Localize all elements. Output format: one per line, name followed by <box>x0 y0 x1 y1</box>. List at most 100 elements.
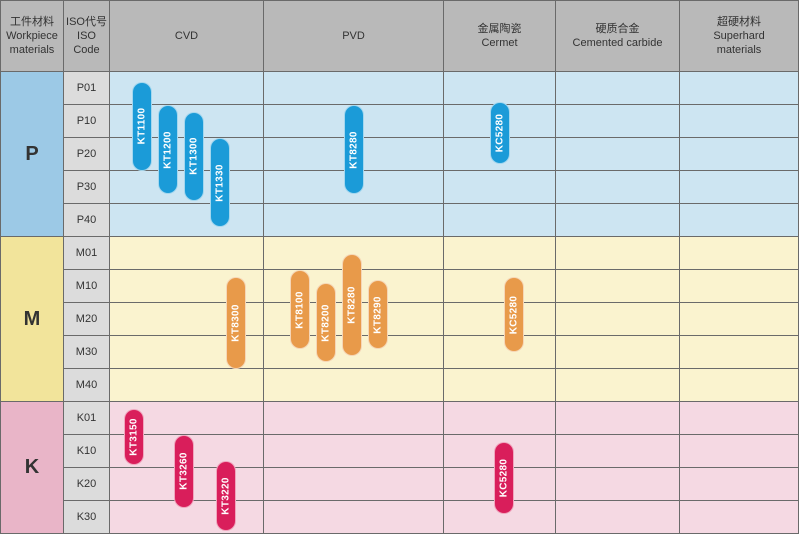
cell-P40-pvd <box>264 204 444 237</box>
grade-pill-KT8300: KT8300 <box>226 277 246 369</box>
iso-code-K20: K20 <box>64 468 110 501</box>
iso-code-M01: M01 <box>64 237 110 270</box>
header-pvd: PVD <box>264 0 444 72</box>
cell-M01-superhard <box>680 237 799 270</box>
grade-pill-KT3220: KT3220 <box>216 461 236 530</box>
grade-label: KT1330 <box>215 164 226 201</box>
header-cvd: CVD <box>110 0 264 72</box>
cell-K20-pvd <box>264 468 444 501</box>
cell-K30-superhard <box>680 501 799 534</box>
cell-M40-superhard <box>680 369 799 402</box>
cell-K01-superhard <box>680 402 799 435</box>
grade-pill-KT8280: KT8280 <box>342 254 362 356</box>
cell-K20-superhard <box>680 468 799 501</box>
grade-label: KT1300 <box>189 137 200 174</box>
cell-M20-superhard <box>680 303 799 336</box>
cell-K10-cemented <box>556 435 680 468</box>
cell-P40-cermet <box>444 204 556 237</box>
cell-M10-cemented <box>556 270 680 303</box>
cell-P20-cemented <box>556 138 680 171</box>
grade-label: KT8300 <box>231 304 242 341</box>
iso-code-P01: P01 <box>64 72 110 105</box>
header-cemented: 硬质合金Cemented carbide <box>556 0 680 72</box>
group-K: K <box>0 402 64 534</box>
grade-label: KT3220 <box>221 477 232 514</box>
cell-P01-cemented <box>556 72 680 105</box>
iso-code-M20: M20 <box>64 303 110 336</box>
grade-label: KT8290 <box>373 296 384 333</box>
cell-K01-pvd <box>264 402 444 435</box>
cell-K01-cermet <box>444 402 556 435</box>
group-P: P <box>0 72 64 237</box>
grade-pill-KT1100: KT1100 <box>132 82 152 171</box>
cell-M30-cemented <box>556 336 680 369</box>
cell-K10-pvd <box>264 435 444 468</box>
header-wp: 工件材料Workpiecematerials <box>0 0 64 72</box>
cell-P10-superhard <box>680 105 799 138</box>
grade-label: KT1100 <box>137 108 148 145</box>
cell-P30-cemented <box>556 171 680 204</box>
grade-label: KC5280 <box>495 114 506 153</box>
cell-P40-cemented <box>556 204 680 237</box>
iso-code-M10: M10 <box>64 270 110 303</box>
header-cermet: 金属陶瓷Cermet <box>444 0 556 72</box>
iso-code-K01: K01 <box>64 402 110 435</box>
cell-K01-cemented <box>556 402 680 435</box>
iso-code-K10: K10 <box>64 435 110 468</box>
cell-M40-cermet <box>444 369 556 402</box>
grade-label: KC5280 <box>509 295 520 334</box>
cell-P30-superhard <box>680 171 799 204</box>
cell-K30-pvd <box>264 501 444 534</box>
cell-M10-cermet <box>444 270 556 303</box>
cell-M40-cemented <box>556 369 680 402</box>
grade-pill-KT3150: KT3150 <box>124 409 144 465</box>
header-iso: ISO代号ISOCode <box>64 0 110 72</box>
grade-label: KT8280 <box>349 131 360 168</box>
grade-pill-KT1300: KT1300 <box>184 112 204 201</box>
grade-label: KC5280 <box>499 459 510 498</box>
cell-M01-cvd <box>110 237 264 270</box>
grade-label: KT8200 <box>321 304 332 341</box>
cell-M20-cermet <box>444 303 556 336</box>
iso-code-P20: P20 <box>64 138 110 171</box>
iso-code-M40: M40 <box>64 369 110 402</box>
group-M: M <box>0 237 64 402</box>
grade-label: KT3150 <box>129 418 140 455</box>
grade-pill-KC5280: KC5280 <box>494 442 514 515</box>
iso-code-K30: K30 <box>64 501 110 534</box>
cell-K10-superhard <box>680 435 799 468</box>
grade-application-chart: 工件材料WorkpiecematerialsISO代号ISOCodeCVDPVD… <box>0 0 800 560</box>
grade-pill-KC5280: KC5280 <box>490 102 510 165</box>
iso-code-M30: M30 <box>64 336 110 369</box>
cell-P01-superhard <box>680 72 799 105</box>
cell-M30-superhard <box>680 336 799 369</box>
cell-K30-cemented <box>556 501 680 534</box>
grade-pill-KT8200: KT8200 <box>316 283 336 362</box>
cell-M20-cemented <box>556 303 680 336</box>
cell-P01-pvd <box>264 72 444 105</box>
iso-code-P40: P40 <box>64 204 110 237</box>
cell-P30-cermet <box>444 171 556 204</box>
cell-M40-pvd <box>264 369 444 402</box>
cell-P10-cemented <box>556 105 680 138</box>
cell-M40-cvd <box>110 369 264 402</box>
cell-K20-cemented <box>556 468 680 501</box>
cell-M01-cermet <box>444 237 556 270</box>
grade-pill-KT3260: KT3260 <box>174 435 194 508</box>
grade-pill-KT8280: KT8280 <box>344 105 364 194</box>
grade-label: KT8100 <box>295 291 306 328</box>
grade-pill-KT1200: KT1200 <box>158 105 178 194</box>
cell-M01-cemented <box>556 237 680 270</box>
grade-label: KT1200 <box>163 131 174 168</box>
grade-pill-KC5280: KC5280 <box>504 277 524 353</box>
header-superhard: 超硬材料Superhardmaterials <box>680 0 799 72</box>
cell-M30-cermet <box>444 336 556 369</box>
grade-pill-KT1330: KT1330 <box>210 138 230 227</box>
cell-P40-superhard <box>680 204 799 237</box>
grade-pill-KT8290: KT8290 <box>368 280 388 349</box>
iso-code-P30: P30 <box>64 171 110 204</box>
cell-P40-cvd <box>110 204 264 237</box>
grade-label: KT8280 <box>347 286 358 323</box>
cell-M10-superhard <box>680 270 799 303</box>
cell-P20-superhard <box>680 138 799 171</box>
